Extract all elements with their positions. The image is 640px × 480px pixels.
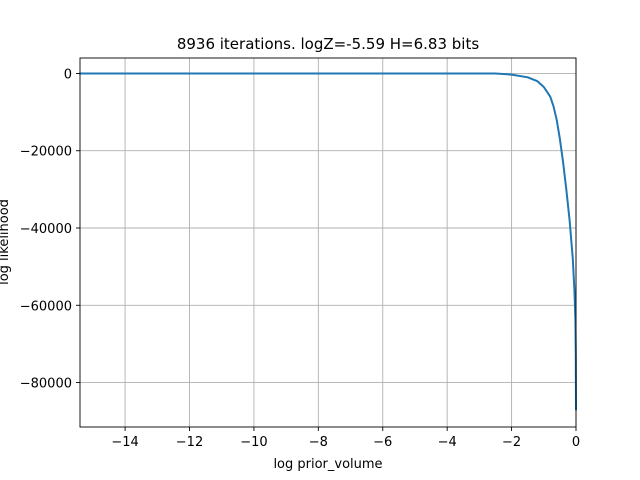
series-line (79, 72, 577, 411)
series-layer (79, 72, 577, 411)
x-tick-label: 0 (572, 435, 580, 450)
chart-title: 8936 iterations. logZ=-5.59 H=6.83 bits (177, 35, 480, 53)
x-tick-label: −8 (309, 435, 328, 450)
y-tick-label: −40000 (20, 222, 72, 237)
tick-layer: −14 −12 −10 −8 −6 −4 −2 0 0 −20000 −40000 −60000 −80… (20, 67, 580, 450)
y-axis-label: log likelihood (0, 199, 12, 285)
x-axis-label: log prior_volume (273, 457, 382, 472)
y-tick-label: −80000 (20, 377, 72, 392)
x-tick-label: −2 (502, 435, 521, 450)
x-tick-label: −12 (176, 435, 203, 450)
x-tick-label: −10 (240, 435, 267, 450)
grid-layer (80, 58, 577, 427)
plot-frame (79, 57, 577, 428)
y-tick-label: −20000 (20, 145, 72, 160)
y-tick-label: 0 (64, 67, 72, 82)
x-tick-label: −6 (373, 435, 392, 450)
x-tick-label: −14 (111, 435, 138, 450)
y-tick-label: −60000 (20, 299, 72, 314)
x-tick-label: −4 (438, 435, 457, 450)
